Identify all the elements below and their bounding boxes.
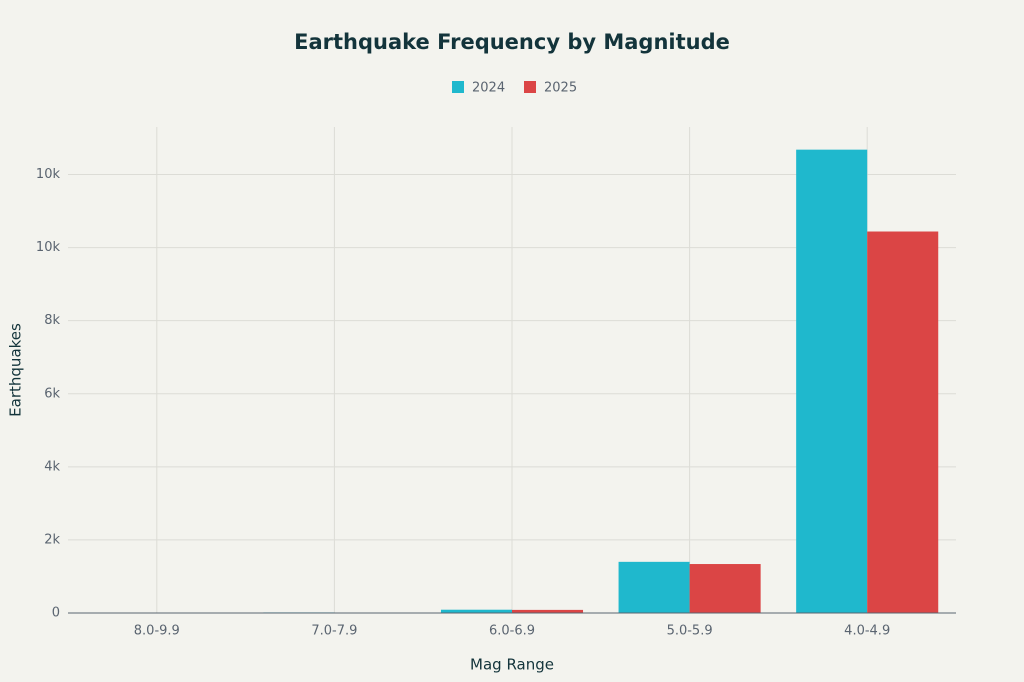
- legend-label: 2024: [472, 81, 505, 96]
- y-tick-label: 2k: [44, 532, 60, 547]
- legend-label: 2025: [544, 81, 577, 96]
- bar: [796, 149, 868, 613]
- bar: [867, 231, 939, 613]
- bar: [512, 609, 584, 613]
- x-tick-label: 7.0-7.9: [311, 624, 357, 639]
- bar: [689, 564, 761, 613]
- y-axis-label: Earthquakes: [7, 323, 25, 417]
- x-tick-label: 4.0-4.9: [844, 624, 890, 639]
- legend-swatch: [452, 81, 464, 93]
- bar: [440, 609, 512, 613]
- y-tick-label: 0: [52, 606, 60, 621]
- x-tick-label: 5.0-5.9: [667, 624, 713, 639]
- y-tick-label: 10k: [36, 167, 61, 182]
- x-axis-label: Mag Range: [470, 656, 554, 674]
- y-tick-label: 4k: [44, 459, 60, 474]
- x-tick-label: 6.0-6.9: [489, 624, 535, 639]
- bar: [618, 561, 690, 613]
- y-tick-label: 8k: [44, 313, 60, 328]
- x-tick-label: 8.0-9.9: [134, 624, 180, 639]
- y-tick-label: 6k: [44, 386, 60, 401]
- legend-swatch: [524, 81, 536, 93]
- chart-title: Earthquake Frequency by Magnitude: [294, 30, 730, 54]
- y-tick-label: 10k: [36, 240, 61, 255]
